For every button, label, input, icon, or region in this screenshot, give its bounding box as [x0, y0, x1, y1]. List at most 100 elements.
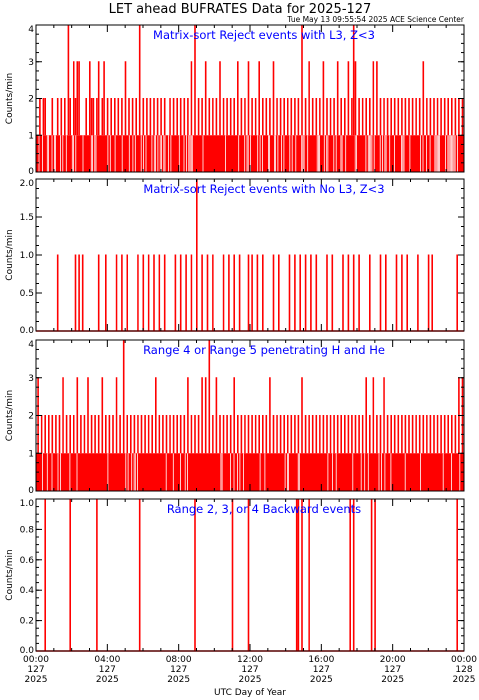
data-spike [433, 98, 435, 136]
data-spike [426, 98, 428, 136]
series-4 [36, 498, 464, 652]
data-spike [153, 98, 155, 136]
data-spike [369, 415, 371, 454]
data-spike [361, 415, 364, 454]
data-spike [194, 498, 196, 651]
data-spike [401, 98, 403, 136]
data-spike [247, 498, 250, 651]
data-spike [386, 415, 389, 454]
data-spike [201, 377, 203, 454]
data-spike [417, 254, 419, 331]
data-spike [69, 98, 71, 136]
data-spike [206, 254, 209, 331]
data-spike [358, 254, 360, 331]
data-spike [163, 254, 166, 331]
data-spike [126, 415, 128, 454]
x-tick-doy: 127 [384, 665, 401, 675]
data-spike [240, 415, 243, 454]
data-spike [201, 254, 203, 331]
x-tick-year: 2025 [453, 675, 476, 685]
y-tick-label: 1 [28, 131, 34, 141]
data-spike [90, 415, 93, 454]
data-spike [447, 98, 449, 136]
x-tick-year: 2025 [167, 675, 190, 685]
data-spike [69, 498, 71, 651]
data-spike [401, 415, 403, 454]
data-spike [349, 498, 351, 651]
data-spike [276, 98, 278, 136]
data-spike [451, 98, 453, 136]
data-spike [131, 98, 134, 136]
data-spike [311, 98, 314, 136]
data-spike [295, 498, 298, 651]
data-spike [418, 415, 421, 454]
data-spike [126, 254, 128, 331]
data-spike [60, 98, 63, 136]
y-tick-label: 0.4 [20, 586, 35, 596]
x-tick-year: 2025 [381, 675, 404, 685]
data-spike [408, 415, 410, 454]
data-spike [121, 98, 123, 136]
data-spike [308, 498, 310, 651]
data-spike [376, 61, 378, 136]
x-tick-time: 12:00 [237, 655, 263, 665]
data-spike [169, 98, 171, 136]
data-spike [215, 377, 218, 454]
data-spike [340, 415, 342, 454]
series-1 [36, 24, 464, 172]
data-spike [58, 415, 61, 454]
data-spike [351, 415, 353, 454]
data-spike [262, 254, 264, 331]
data-spike [146, 98, 148, 136]
data-spike [212, 254, 214, 331]
data-spike [347, 254, 350, 331]
data-spike [119, 415, 121, 454]
data-spike [458, 98, 460, 136]
data-spike [114, 98, 116, 136]
y-tick-label: 0.2 [20, 617, 34, 627]
x-tick-time: 00:00 [23, 655, 49, 665]
data-spike [105, 415, 107, 454]
data-spike [265, 98, 268, 136]
data-spike [397, 415, 400, 454]
data-spike [429, 415, 432, 454]
data-spike [240, 98, 243, 136]
timestamp: Tue May 13 09:55:54 2025 ACE Science Cen… [286, 15, 465, 24]
data-spike [393, 415, 396, 454]
x-tick-year: 2025 [25, 675, 48, 685]
data-spike [187, 98, 189, 136]
x-tick-time: 00:00 [451, 655, 477, 665]
data-spike [76, 61, 79, 136]
data-spike [121, 254, 123, 331]
data-spike [229, 415, 232, 454]
data-spike [456, 254, 458, 331]
data-spike [172, 98, 175, 136]
data-spike [272, 61, 275, 136]
data-spike [361, 98, 364, 136]
data-spike [299, 254, 301, 331]
data-spike [135, 98, 137, 136]
data-spike [190, 415, 193, 454]
data-spike [51, 98, 54, 136]
data-spike [237, 415, 239, 454]
y-tick-label: 1 [28, 449, 34, 459]
x-tick-year: 2025 [239, 675, 262, 685]
data-spike [142, 98, 145, 136]
data-spike [162, 415, 164, 454]
data-spike [115, 254, 118, 331]
data-spike [411, 98, 414, 136]
y-axis-label: Counts/min [5, 73, 15, 124]
data-spike [326, 254, 328, 331]
data-spike [231, 498, 234, 651]
data-spike [44, 498, 46, 651]
data-spike [406, 254, 408, 331]
data-spike [85, 98, 87, 136]
plot-frame [35, 498, 465, 652]
data-spike [276, 415, 278, 454]
data-spike [283, 415, 285, 454]
data-spike [155, 377, 157, 454]
